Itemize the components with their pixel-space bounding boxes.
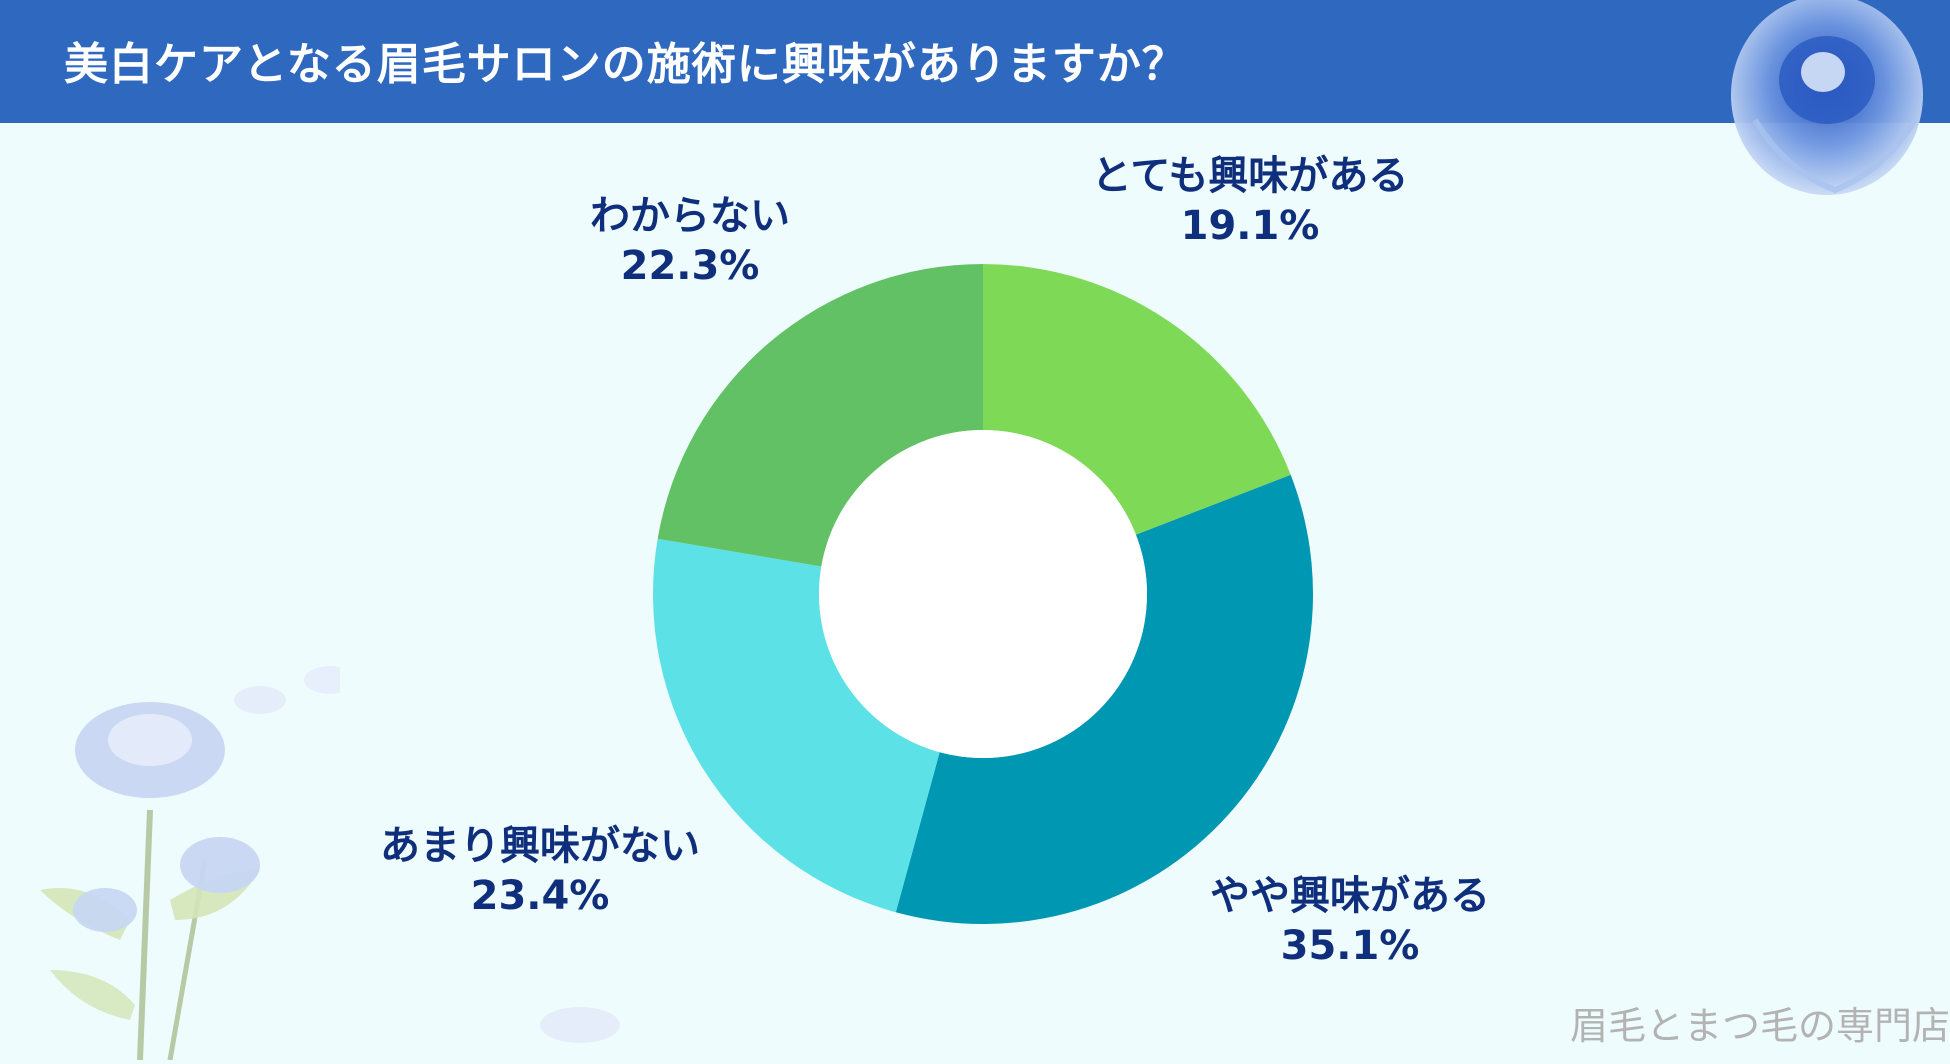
- slice-very-interested: [983, 264, 1291, 535]
- credit-text: 眉毛とまつ毛の専門店: [1569, 1004, 1950, 1048]
- slice-somewhat-interested: [895, 474, 1313, 924]
- value-label: 19.1%: [1180, 203, 1320, 249]
- header-bar: 美白ケアとなる眉毛サロンの施術に興味がありますか？: [0, 0, 1950, 195]
- category-label: わからない: [590, 193, 790, 239]
- rose-decoration-icon: [1731, 0, 1923, 195]
- value-label: 23.4%: [470, 873, 610, 919]
- value-label: 22.3%: [620, 243, 760, 289]
- donut-hole: [819, 430, 1147, 758]
- label-somewhat-interested: やや興味がある 35.1%: [1120, 872, 1580, 970]
- flower-decoration-icon: [40, 666, 340, 1060]
- label-very-interested: とても興味がある 19.1%: [1020, 152, 1480, 250]
- page-title: 美白ケアとなる眉毛サロンの施術に興味がありますか？: [64, 39, 1187, 90]
- value-label: 35.1%: [1280, 923, 1420, 969]
- slice-not-very-interested: [653, 538, 940, 913]
- label-not-very-interested: あまり興味がない 23.4%: [320, 822, 760, 920]
- label-dont-know: わからない 22.3%: [520, 192, 860, 290]
- slice-dont-know: [657, 264, 983, 567]
- category-label: あまり興味がない: [380, 823, 700, 869]
- category-label: やや興味がある: [1210, 873, 1490, 919]
- category-label: とても興味がある: [1091, 153, 1409, 199]
- petal-decoration-icon: [540, 1007, 620, 1043]
